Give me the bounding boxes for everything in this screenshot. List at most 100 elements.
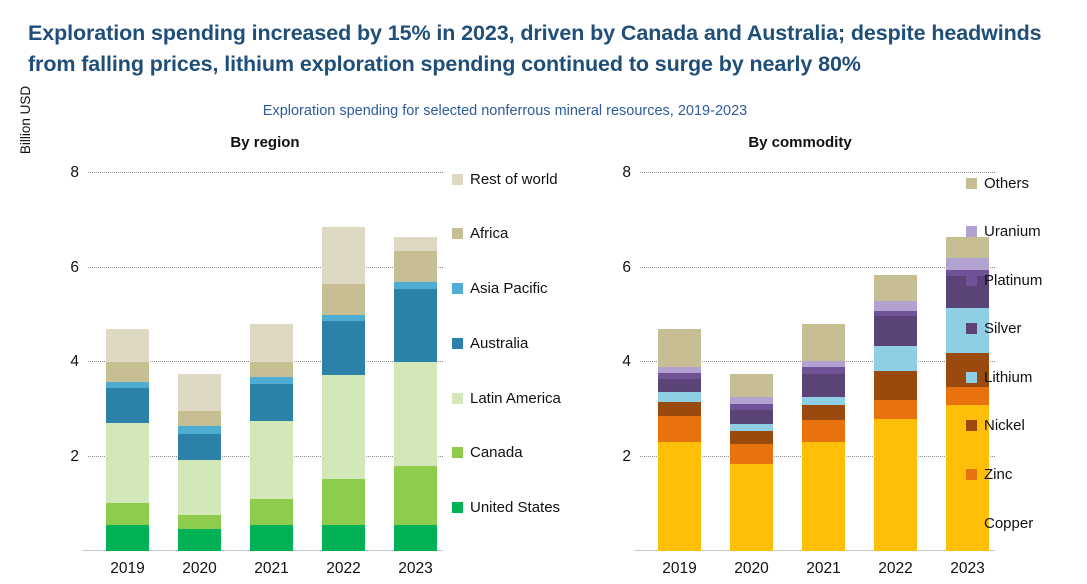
legend-item-uranium[interactable]: Uranium: [966, 221, 1042, 243]
bar-segment-silver[interactable]: [802, 373, 845, 397]
bar-segment-platinum[interactable]: [946, 270, 989, 276]
bar-segment-united-states[interactable]: [106, 525, 149, 551]
bar-segment-australia[interactable]: [106, 388, 149, 423]
bar-segment-asia-pacific[interactable]: [394, 281, 437, 289]
bar-segment-africa[interactable]: [394, 251, 437, 282]
bar-segment-others[interactable]: [730, 373, 773, 398]
bar-commodity-2020[interactable]: 2020: [730, 373, 773, 577]
bar-segment-nickel[interactable]: [658, 402, 701, 417]
bar-segment-latin-america[interactable]: [322, 374, 365, 479]
bar-segment-nickel[interactable]: [802, 404, 845, 421]
bar-segment-copper[interactable]: [802, 442, 845, 551]
bar-segment-nickel[interactable]: [730, 430, 773, 444]
y-tick-4: 4: [70, 353, 79, 370]
legend-item-lithium[interactable]: Lithium: [966, 366, 1042, 388]
bar-segment-latin-america[interactable]: [250, 421, 293, 500]
bar-segment-africa[interactable]: [106, 362, 149, 383]
bar-segment-lithium[interactable]: [802, 396, 845, 405]
bar-commodity-2021[interactable]: 2021: [802, 324, 845, 577]
bar-segment-united-states[interactable]: [250, 525, 293, 551]
bar-segment-rest-of-world[interactable]: [106, 328, 149, 363]
legend-item-asia-pacific[interactable]: Asia Pacific: [452, 278, 561, 300]
bar-segment-zinc[interactable]: [730, 443, 773, 464]
legend-item-silver[interactable]: Silver: [966, 318, 1042, 340]
bar-segment-platinum[interactable]: [658, 372, 701, 380]
bar-segment-lithium[interactable]: [658, 392, 701, 403]
bar-segment-silver[interactable]: [658, 379, 701, 393]
bar-segment-zinc[interactable]: [658, 416, 701, 443]
bar-segment-platinum[interactable]: [874, 311, 917, 317]
bar-region-2019[interactable]: 2019: [106, 328, 149, 577]
bar-segment-copper[interactable]: [874, 418, 917, 551]
legend-item-canada[interactable]: Canada: [452, 442, 561, 464]
bar-segment-rest-of-world[interactable]: [178, 373, 221, 412]
bar-segment-others[interactable]: [802, 324, 845, 361]
bar-segment-platinum[interactable]: [802, 366, 845, 374]
bar-segment-asia-pacific[interactable]: [322, 314, 365, 322]
bar-segment-lithium[interactable]: [730, 424, 773, 431]
legend-item-australia[interactable]: Australia: [452, 332, 561, 354]
bar-commodity-2019[interactable]: 2019: [658, 328, 701, 577]
bar-segment-australia[interactable]: [322, 321, 365, 375]
bar-segment-nickel[interactable]: [874, 370, 917, 400]
bar-region-2023[interactable]: 2023: [394, 236, 437, 577]
bar-segment-lithium[interactable]: [874, 345, 917, 371]
legend-label: Africa: [470, 225, 509, 243]
bar-segment-australia[interactable]: [394, 288, 437, 363]
bar-segment-uranium[interactable]: [658, 366, 701, 373]
bar-segment-silver[interactable]: [874, 316, 917, 346]
bar-segment-australia[interactable]: [250, 384, 293, 422]
bar-segment-zinc[interactable]: [802, 420, 845, 443]
bar-segment-latin-america[interactable]: [106, 422, 149, 503]
bar-segment-uranium[interactable]: [874, 301, 917, 312]
bar-segment-others[interactable]: [946, 236, 989, 259]
bar-segment-copper[interactable]: [730, 463, 773, 551]
bar-segment-asia-pacific[interactable]: [250, 377, 293, 385]
bar-segment-platinum[interactable]: [730, 403, 773, 411]
bar-segment-africa[interactable]: [322, 283, 365, 315]
bar-segment-canada[interactable]: [250, 499, 293, 526]
bar-segment-copper[interactable]: [658, 442, 701, 551]
bar-segment-africa[interactable]: [178, 411, 221, 427]
bar-segment-canada[interactable]: [106, 502, 149, 526]
bar-segment-zinc[interactable]: [946, 386, 989, 405]
legend-item-united-states[interactable]: United States: [452, 497, 561, 519]
bar-segment-australia[interactable]: [178, 434, 221, 461]
x-tick-2023: 2023: [950, 560, 985, 577]
legend-label: Canada: [470, 444, 523, 462]
bar-segment-united-states[interactable]: [394, 525, 437, 551]
bar-segment-zinc[interactable]: [874, 399, 917, 419]
bar-segment-canada[interactable]: [178, 514, 221, 529]
bar-segment-uranium[interactable]: [730, 397, 773, 404]
bar-segment-silver[interactable]: [730, 410, 773, 425]
legend-item-nickel[interactable]: Nickel: [966, 415, 1042, 437]
bar-segment-africa[interactable]: [250, 361, 293, 378]
bar-region-2020[interactable]: 2020: [178, 373, 221, 577]
bar-segment-latin-america[interactable]: [394, 362, 437, 466]
bar-segment-rest-of-world[interactable]: [322, 227, 365, 284]
legend-item-platinum[interactable]: Platinum: [966, 269, 1042, 291]
legend-item-rest-of-world[interactable]: Rest of world: [452, 168, 561, 190]
bar-segment-rest-of-world[interactable]: [394, 236, 437, 251]
legend-item-others[interactable]: Others: [966, 172, 1042, 194]
bar-segment-united-states[interactable]: [178, 528, 221, 551]
bar-segment-latin-america[interactable]: [178, 460, 221, 515]
bar-segment-uranium[interactable]: [946, 258, 989, 271]
legend-item-zinc[interactable]: Zinc: [966, 464, 1042, 486]
legend-item-copper[interactable]: Copper: [966, 512, 1042, 534]
bar-segment-asia-pacific[interactable]: [106, 382, 149, 389]
bar-segment-canada[interactable]: [322, 478, 365, 526]
bar-commodity-2022[interactable]: 2022: [874, 274, 917, 577]
bar-segment-others[interactable]: [874, 274, 917, 302]
bar-segment-uranium[interactable]: [802, 360, 845, 367]
bar-region-2022[interactable]: 2022: [322, 227, 365, 577]
bar-segment-canada[interactable]: [394, 465, 437, 526]
bar-segment-rest-of-world[interactable]: [250, 324, 293, 362]
bar-segment-united-states[interactable]: [322, 525, 365, 551]
legend-item-latin-america[interactable]: Latin America: [452, 387, 561, 409]
bar-segment-others[interactable]: [658, 328, 701, 367]
bar-segment-asia-pacific[interactable]: [178, 426, 221, 435]
bar-region-2021[interactable]: 2021: [250, 324, 293, 577]
legend-label: Zinc: [984, 466, 1013, 484]
legend-item-africa[interactable]: Africa: [452, 223, 561, 245]
